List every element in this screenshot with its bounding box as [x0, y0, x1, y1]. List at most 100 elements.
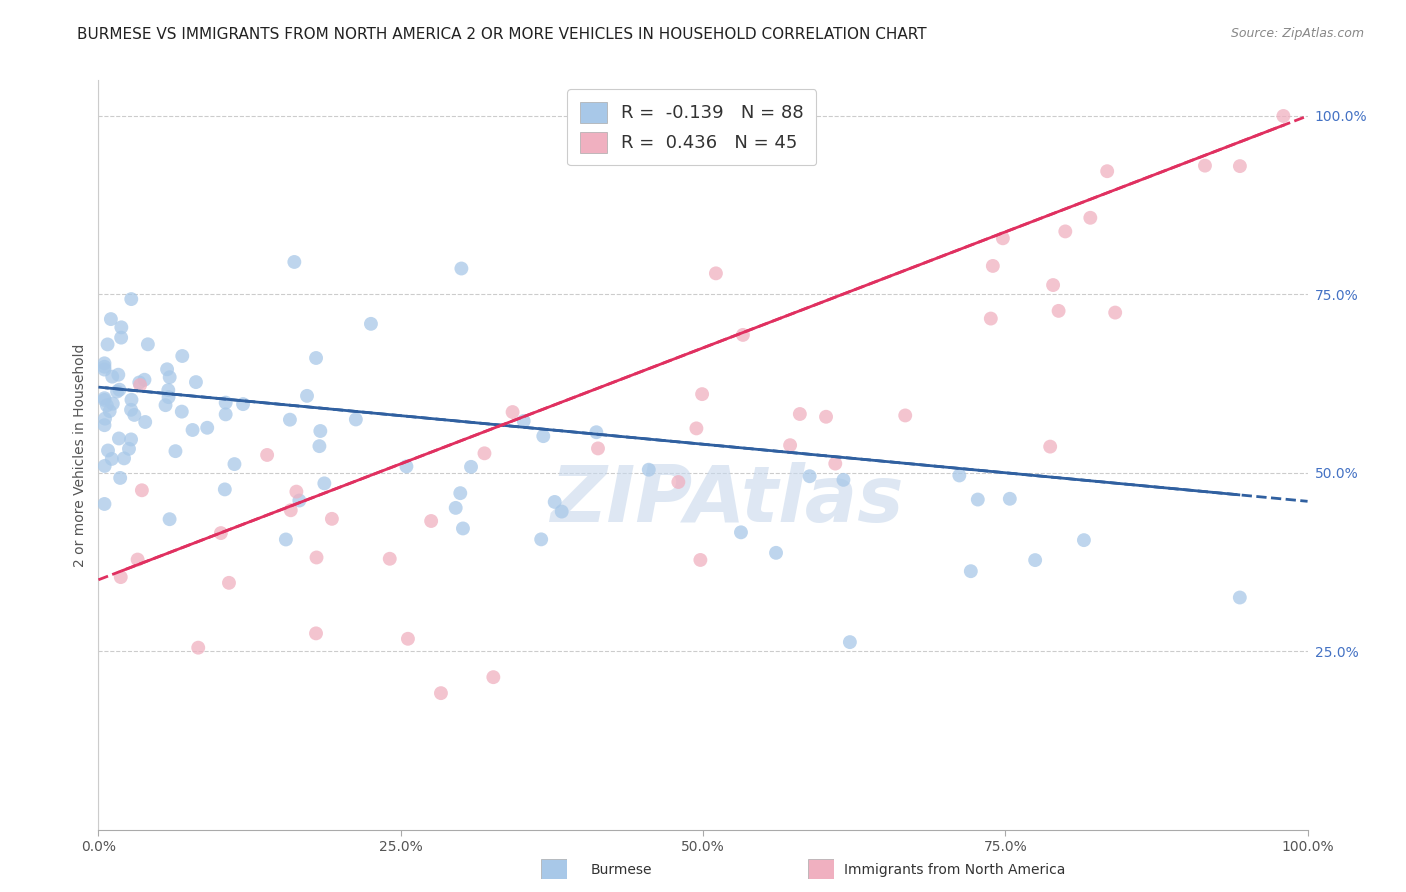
Point: [280, 503, 302, 517]
Point: [765, 546, 787, 560]
Point: [93, 359, 115, 374]
Point: [134, 415, 156, 429]
Point: [966, 492, 988, 507]
Point: [474, 446, 496, 460]
Point: [832, 473, 855, 487]
Text: ZIPAtlas: ZIPAtlas: [550, 462, 904, 538]
Point: [112, 451, 135, 466]
Point: [288, 493, 311, 508]
Point: [321, 512, 343, 526]
Point: [93, 392, 115, 407]
Point: [124, 408, 146, 422]
Point: [1042, 278, 1064, 293]
Point: [159, 370, 181, 384]
Point: [127, 552, 149, 566]
Point: [1194, 159, 1216, 173]
Point: [156, 362, 179, 376]
Point: [181, 423, 204, 437]
Point: [449, 486, 471, 500]
Point: [1047, 304, 1070, 318]
Point: [159, 512, 181, 526]
Point: [110, 570, 132, 584]
Point: [799, 469, 821, 483]
Point: [285, 484, 308, 499]
Point: [224, 457, 246, 471]
Point: [838, 635, 860, 649]
Point: [172, 349, 194, 363]
Point: [110, 331, 132, 345]
Point: [731, 327, 754, 342]
Point: [121, 392, 143, 407]
Point: [108, 383, 131, 397]
Point: [98, 404, 121, 418]
Point: [531, 429, 554, 443]
Point: [1229, 159, 1251, 173]
Point: [512, 414, 534, 428]
Point: [110, 320, 132, 334]
Point: [157, 390, 180, 404]
Point: [779, 438, 801, 452]
Point: [530, 533, 553, 547]
Point: [101, 369, 124, 384]
Point: [309, 424, 332, 438]
Point: [305, 351, 328, 365]
Point: [184, 375, 207, 389]
Point: [105, 384, 128, 399]
Point: [690, 387, 713, 401]
Point: [120, 292, 142, 306]
Point: [460, 459, 482, 474]
Point: [93, 362, 115, 376]
Point: [430, 686, 453, 700]
Point: [118, 442, 141, 456]
Point: [157, 383, 180, 397]
Point: [165, 444, 187, 458]
Text: BURMESE VS IMMIGRANTS FROM NORTH AMERICA 2 OR MORE VEHICLES IN HOUSEHOLD CORRELA: BURMESE VS IMMIGRANTS FROM NORTH AMERICA…: [77, 27, 927, 42]
Point: [274, 533, 297, 547]
Point: [256, 448, 278, 462]
Point: [1054, 224, 1077, 238]
Point: [585, 425, 607, 440]
Point: [131, 483, 153, 498]
Point: [444, 500, 467, 515]
Point: [894, 409, 917, 423]
Point: [789, 407, 811, 421]
Point: [93, 497, 115, 511]
Point: [107, 368, 129, 382]
Point: [1229, 591, 1251, 605]
Point: [108, 471, 131, 485]
Legend: R =  -0.139   N = 88, R =  0.436   N = 45: R = -0.139 N = 88, R = 0.436 N = 45: [567, 89, 817, 165]
Point: [482, 670, 505, 684]
Point: [344, 412, 367, 426]
Point: [586, 442, 609, 456]
Point: [283, 255, 305, 269]
Point: [120, 433, 142, 447]
Point: [134, 373, 156, 387]
Point: [187, 640, 209, 655]
Point: [214, 483, 236, 497]
Point: [1039, 440, 1062, 454]
Point: [395, 459, 418, 474]
Point: [120, 402, 142, 417]
Point: [155, 398, 177, 412]
Text: Immigrants from North America: Immigrants from North America: [844, 863, 1064, 877]
Point: [314, 476, 336, 491]
Point: [420, 514, 443, 528]
Text: Source: ZipAtlas.com: Source: ZipAtlas.com: [1230, 27, 1364, 40]
Point: [1095, 164, 1118, 178]
Point: [551, 505, 574, 519]
Point: [991, 231, 1014, 245]
Text: Burmese: Burmese: [591, 863, 652, 877]
Point: [396, 632, 419, 646]
Point: [170, 404, 193, 418]
Point: [689, 553, 711, 567]
Point: [94, 411, 117, 425]
Point: [451, 521, 474, 535]
Point: [704, 266, 727, 280]
Point: [1073, 533, 1095, 548]
Point: [980, 311, 1002, 326]
Point: [1104, 305, 1126, 319]
Point: [666, 475, 689, 489]
Point: [637, 463, 659, 477]
Point: [959, 564, 981, 578]
Point: [730, 525, 752, 540]
